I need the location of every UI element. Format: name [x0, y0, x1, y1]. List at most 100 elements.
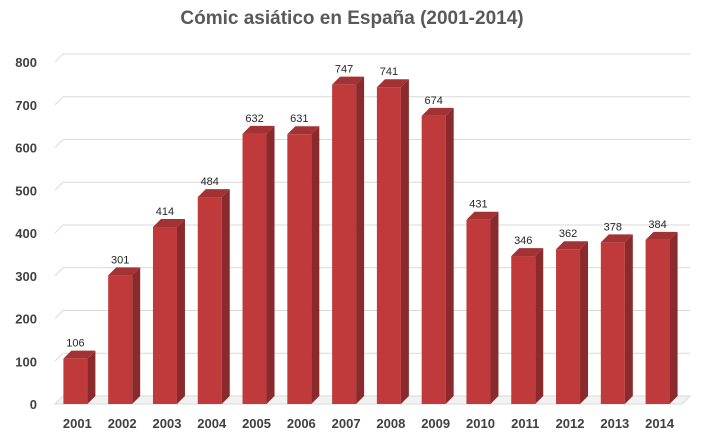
- x-tick-label: 2010: [466, 416, 495, 431]
- bar-side: [445, 107, 454, 405]
- bar-side: [669, 231, 678, 404]
- bar-front: [421, 115, 446, 405]
- x-tick-label: 2008: [376, 416, 405, 431]
- bar-side: [221, 189, 230, 404]
- bar-top: [376, 79, 409, 88]
- bar: [376, 79, 409, 404]
- y-tick-label: 800: [15, 55, 37, 70]
- x-tick-label: 2013: [600, 416, 629, 431]
- x-tick-label: 2011: [511, 416, 539, 431]
- bar-top: [511, 248, 544, 257]
- gridline-side: [54, 53, 64, 63]
- gridline-side: [54, 310, 64, 319]
- bar-front: [511, 256, 536, 404]
- bar-front: [556, 249, 581, 404]
- bar-top: [242, 125, 275, 134]
- data-label: 674: [424, 95, 442, 107]
- x-tick-label: 2005: [242, 416, 271, 431]
- bar-front: [242, 133, 267, 404]
- bar-side: [400, 79, 409, 404]
- x-tick-label: 2012: [556, 416, 585, 431]
- bar-front: [376, 87, 401, 404]
- bar: [108, 267, 141, 404]
- y-tick-label: 300: [15, 269, 37, 284]
- bar: [242, 125, 275, 404]
- bar-top: [152, 219, 185, 228]
- y-tick-label: 500: [15, 183, 37, 198]
- bar-top: [600, 234, 633, 243]
- data-label: 106: [66, 338, 84, 350]
- bar: [645, 231, 678, 404]
- bar-top: [108, 267, 141, 276]
- bar-top: [645, 231, 678, 240]
- data-label: 631: [290, 113, 308, 125]
- y-tick-label: 400: [15, 226, 37, 241]
- data-label: 747: [335, 64, 353, 76]
- gridline-side: [54, 267, 64, 277]
- data-label: 362: [559, 228, 577, 240]
- data-label: 346: [514, 235, 532, 247]
- data-label: 741: [380, 66, 398, 78]
- bar-front: [332, 84, 357, 404]
- y-tick-label: 700: [15, 98, 37, 113]
- x-tick-label: 2002: [108, 416, 137, 431]
- bar: [466, 211, 499, 404]
- bar-front: [287, 134, 312, 404]
- gridline-side: [54, 139, 64, 148]
- gridline-side: [54, 96, 64, 106]
- data-label: 414: [156, 206, 174, 218]
- x-tick-label: 2001: [63, 416, 92, 431]
- bar-top: [556, 241, 589, 250]
- y-tick-label: 100: [15, 354, 37, 369]
- x-tick-label: 2003: [153, 416, 182, 431]
- bar: [511, 248, 544, 404]
- bar-front: [600, 242, 625, 404]
- bar-front: [63, 358, 88, 404]
- bar-side: [356, 76, 365, 404]
- data-label: 431: [469, 199, 487, 211]
- bar: [600, 234, 633, 404]
- data-label: 384: [648, 219, 666, 231]
- bar-side: [132, 267, 141, 404]
- bar: [287, 126, 320, 404]
- bar: [197, 189, 230, 404]
- x-tick-label: 2014: [645, 416, 675, 431]
- x-tick-label: 2007: [332, 416, 361, 431]
- bar-side: [535, 248, 544, 404]
- bar-front: [152, 227, 177, 404]
- x-tick-label: 2009: [421, 416, 450, 431]
- bar-top: [197, 189, 230, 198]
- bar: [152, 219, 185, 404]
- y-tick-label: 600: [15, 141, 37, 156]
- x-tick-label: 2004: [197, 416, 227, 431]
- gridline-side: [54, 224, 64, 234]
- y-tick-label: 0: [30, 397, 37, 412]
- bar: [332, 76, 365, 404]
- chart-floor: [53, 395, 692, 405]
- bar-top: [287, 126, 320, 135]
- bar-front: [108, 275, 133, 404]
- gridline-side: [54, 181, 64, 191]
- bar-side: [624, 234, 633, 404]
- bar-front: [645, 239, 670, 404]
- bar: [421, 107, 454, 405]
- bar-side: [311, 126, 320, 404]
- data-label: 632: [245, 113, 263, 125]
- bar: [63, 350, 96, 404]
- bar-side: [87, 350, 96, 404]
- bar-top: [421, 107, 454, 116]
- bar-top: [332, 76, 365, 85]
- data-label: 301: [111, 254, 129, 266]
- bar-front: [197, 197, 222, 404]
- bar-side: [580, 241, 589, 404]
- bar-top: [63, 350, 96, 359]
- bar-top: [466, 211, 499, 220]
- y-tick-label: 200: [15, 312, 37, 327]
- data-label: 378: [604, 221, 622, 233]
- x-tick-label: 2006: [287, 416, 316, 431]
- bar-side: [490, 211, 499, 404]
- bar: [556, 241, 589, 404]
- data-label: 484: [201, 176, 219, 188]
